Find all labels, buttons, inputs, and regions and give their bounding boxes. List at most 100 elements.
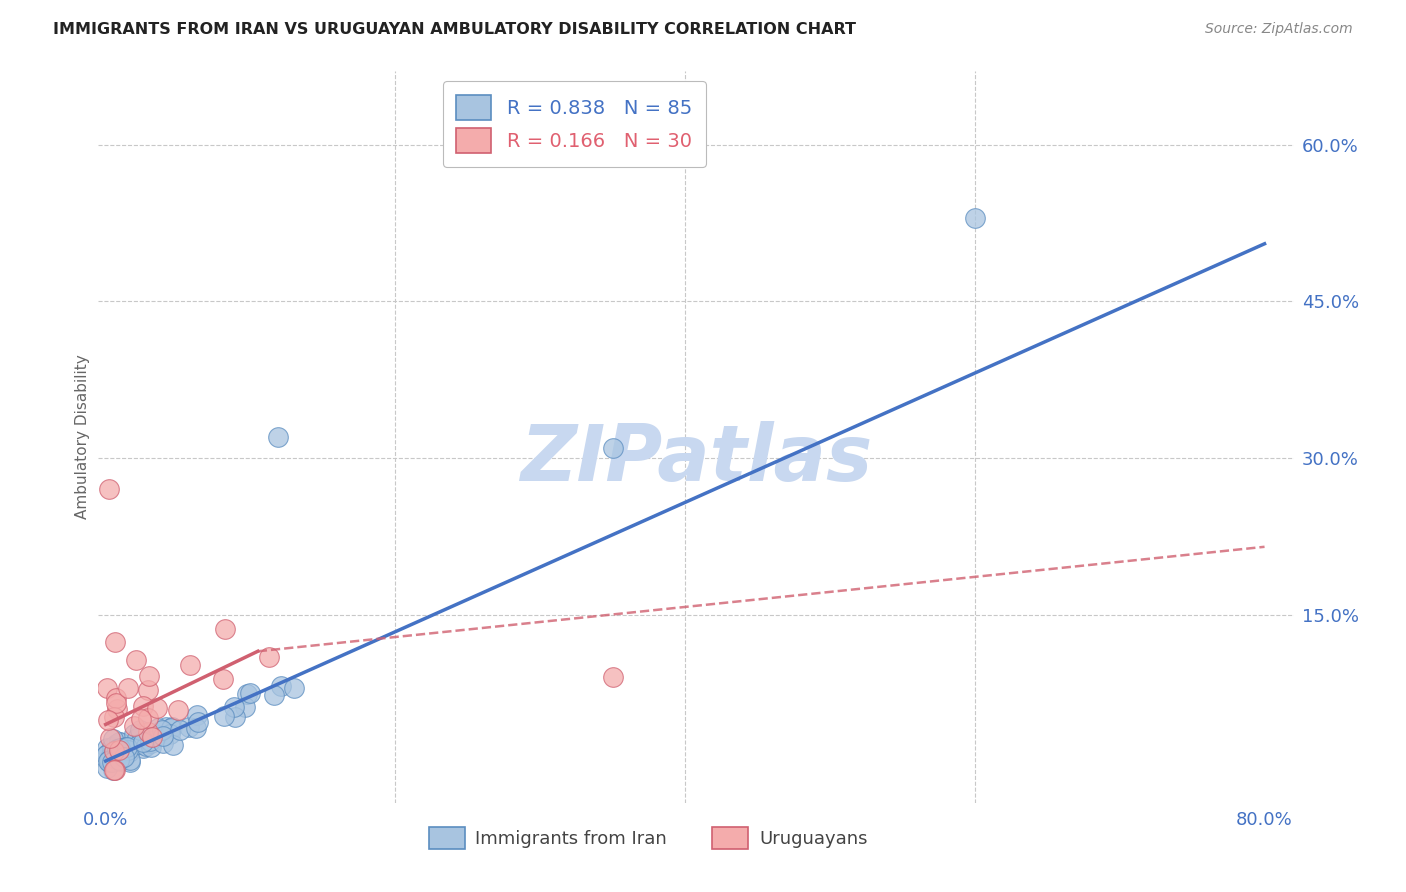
- Point: [105, 741, 128, 756]
- Point: [110, 755, 132, 769]
- Point: [131, 735, 153, 749]
- Point: [105, 737, 128, 751]
- Point: [152, 723, 174, 738]
- Point: [135, 739, 157, 753]
- Point: [283, 681, 305, 695]
- Point: [257, 649, 280, 664]
- Point: [187, 714, 209, 729]
- Point: [105, 690, 128, 705]
- Point: [98, 754, 121, 768]
- Point: [118, 753, 141, 767]
- Point: [97, 713, 120, 727]
- Point: [139, 739, 162, 754]
- Point: [138, 669, 160, 683]
- Point: [179, 720, 201, 734]
- Point: [101, 747, 124, 762]
- Point: [96, 741, 118, 756]
- Point: [103, 731, 125, 746]
- Point: [114, 742, 136, 756]
- Point: [128, 723, 150, 738]
- Point: [97, 755, 120, 769]
- Point: [103, 744, 125, 758]
- Point: [105, 741, 128, 756]
- Point: [100, 747, 122, 762]
- Point: [108, 743, 131, 757]
- Point: [115, 741, 138, 756]
- Point: [104, 752, 127, 766]
- Point: [94, 748, 117, 763]
- Text: ZIPatlas: ZIPatlas: [520, 421, 872, 497]
- Point: [152, 736, 174, 750]
- Point: [104, 634, 127, 648]
- Point: [136, 711, 159, 725]
- Point: [105, 701, 128, 715]
- Point: [128, 737, 150, 751]
- Point: [146, 728, 169, 742]
- Y-axis label: Ambulatory Disability: Ambulatory Disability: [75, 355, 90, 519]
- Point: [110, 740, 132, 755]
- Point: [139, 736, 162, 750]
- Point: [136, 724, 159, 739]
- Point: [125, 653, 148, 667]
- Point: [159, 727, 181, 741]
- Point: [120, 755, 142, 769]
- Point: [186, 708, 208, 723]
- Point: [602, 670, 624, 684]
- Point: [96, 761, 118, 775]
- Point: [108, 742, 131, 756]
- Point: [103, 710, 125, 724]
- Point: [125, 731, 148, 745]
- Point: [97, 483, 120, 497]
- Point: [131, 699, 153, 714]
- Point: [166, 703, 188, 717]
- Point: [132, 741, 155, 756]
- Point: [963, 211, 986, 225]
- Point: [129, 725, 152, 739]
- Point: [117, 681, 139, 695]
- Point: [108, 735, 131, 749]
- Point: [152, 730, 174, 744]
- Point: [141, 730, 163, 744]
- Point: [103, 745, 125, 759]
- Point: [239, 686, 262, 700]
- Legend: Immigrants from Iran, Uruguayans: Immigrants from Iran, Uruguayans: [422, 820, 875, 856]
- Point: [162, 738, 184, 752]
- Point: [136, 682, 159, 697]
- Point: [98, 753, 121, 767]
- Point: [117, 743, 139, 757]
- Point: [155, 720, 177, 734]
- Point: [263, 688, 285, 702]
- Point: [103, 751, 125, 765]
- Point: [111, 749, 134, 764]
- Point: [602, 441, 624, 455]
- Point: [224, 709, 246, 723]
- Point: [146, 701, 169, 715]
- Point: [105, 751, 128, 765]
- Point: [267, 430, 290, 444]
- Point: [115, 739, 138, 754]
- Point: [212, 672, 235, 686]
- Point: [169, 723, 191, 738]
- Point: [139, 733, 162, 747]
- Point: [108, 753, 131, 767]
- Point: [104, 744, 127, 758]
- Point: [159, 721, 181, 735]
- Point: [103, 764, 125, 778]
- Point: [184, 721, 207, 735]
- Point: [270, 679, 292, 693]
- Point: [104, 696, 127, 710]
- Point: [108, 735, 131, 749]
- Point: [112, 744, 135, 758]
- Point: [236, 687, 259, 701]
- Point: [224, 699, 246, 714]
- Point: [115, 739, 138, 754]
- Text: Source: ZipAtlas.com: Source: ZipAtlas.com: [1205, 22, 1353, 37]
- Point: [101, 740, 124, 755]
- Point: [112, 749, 135, 764]
- Point: [101, 764, 124, 778]
- Point: [103, 752, 125, 766]
- Point: [118, 745, 141, 759]
- Point: [96, 747, 118, 762]
- Text: IMMIGRANTS FROM IRAN VS URUGUAYAN AMBULATORY DISABILITY CORRELATION CHART: IMMIGRANTS FROM IRAN VS URUGUAYAN AMBULA…: [53, 22, 856, 37]
- Point: [146, 722, 169, 736]
